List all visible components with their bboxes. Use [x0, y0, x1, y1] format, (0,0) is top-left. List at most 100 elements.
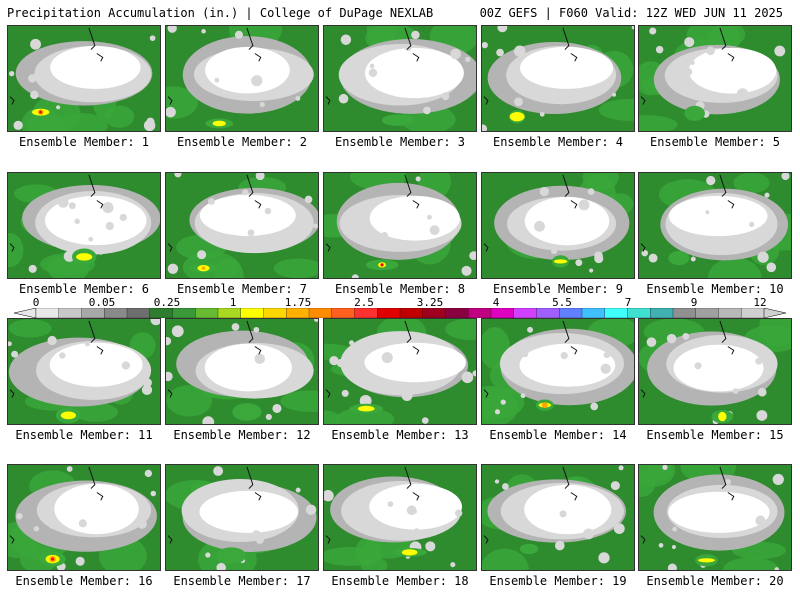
ensemble-member-label: Ensemble Member: 17 [173, 574, 311, 588]
gray-speckle [381, 231, 388, 239]
moderate-precip-area [684, 105, 705, 121]
precip-field [324, 465, 476, 570]
ensemble-member-label: Ensemble Member: 16 [15, 574, 153, 588]
colorbar-segment [581, 308, 606, 318]
lake-outline [412, 346, 420, 355]
ensemble-member-label: Ensemble Member: 14 [489, 428, 627, 442]
dry-area [54, 483, 139, 535]
heavy-precip-area [698, 558, 715, 563]
gray-speckle [47, 335, 57, 346]
ensemble-member-map [323, 172, 477, 279]
gray-speckle [234, 30, 243, 39]
gray-speckle [725, 479, 731, 485]
precip-field [639, 173, 791, 278]
gray-speckle [706, 46, 715, 56]
dry-area [199, 194, 296, 236]
lake-outline [412, 492, 420, 501]
gray-speckle [259, 102, 265, 108]
gray-speckle [174, 173, 182, 178]
ensemble-member-label: Ensemble Member: 11 [15, 428, 153, 442]
gray-speckle [671, 544, 677, 550]
moderate-precip-area [216, 547, 247, 565]
ensemble-member-map [323, 464, 477, 571]
gray-speckle [646, 337, 657, 347]
light-green-precip-area [273, 258, 318, 278]
colorbar-right-arrow [763, 308, 786, 318]
colorbar-tick-label: 9 [690, 296, 698, 309]
border-outline [640, 389, 646, 398]
model-run-valid-time: 00Z GEFS | F060 Valid: 12Z WED JUN 11 20… [479, 6, 783, 20]
gray-speckle [520, 393, 526, 399]
gray-speckle [772, 473, 784, 486]
gray-speckle [329, 355, 339, 366]
ensemble-member-label: Ensemble Member: 6 [18, 282, 150, 296]
precip-field [8, 173, 160, 278]
gray-speckle [539, 111, 545, 117]
gray-speckle [30, 38, 41, 50]
gray-speckle [150, 490, 157, 497]
border-outline [640, 535, 646, 544]
heavy-precip-area [357, 405, 375, 412]
very-heavy-precip-area [541, 402, 548, 409]
gray-speckle [757, 251, 769, 263]
ensemble-member-map [638, 25, 792, 132]
border-outline [483, 389, 489, 398]
ensemble-member-label: Ensemble Member: 13 [331, 428, 469, 442]
gray-speckle [666, 333, 677, 344]
gray-speckle [672, 526, 677, 532]
ensemble-member-label: Ensemble Member: 18 [331, 574, 469, 588]
gray-speckle [450, 48, 461, 60]
coastline-outline [404, 174, 412, 197]
dry-area [199, 490, 298, 533]
precip-field [8, 26, 160, 131]
gray-speckle [757, 387, 767, 397]
gray-speckle [690, 60, 695, 66]
gray-speckle [502, 483, 509, 490]
colorbar-segment [536, 308, 560, 318]
ensemble-member-map [481, 464, 635, 571]
gray-speckle [118, 383, 123, 389]
light-green-precip-area [733, 173, 770, 194]
gray-speckle [264, 207, 272, 215]
border-outline [167, 535, 173, 544]
gray-speckle [167, 263, 179, 274]
lake-outline [727, 492, 735, 501]
gray-speckle [201, 29, 206, 34]
colorbar-segment [741, 308, 765, 318]
gray-speckle [684, 37, 695, 48]
gray-speckle [8, 341, 12, 347]
dry-area [519, 343, 616, 387]
very-heavy-precip-area [201, 266, 206, 270]
gray-speckle [242, 189, 249, 196]
gray-speckle [513, 45, 526, 57]
colorbar-segment [35, 308, 60, 318]
gray-speckle [124, 82, 136, 94]
gray-speckle [429, 225, 440, 236]
border-outline [325, 243, 331, 252]
moderate-precip-area [668, 251, 690, 266]
coastline-outline [88, 174, 96, 197]
gray-speckle [265, 413, 272, 420]
precip-field [166, 26, 318, 131]
colorbar-tick-label: 4 [492, 296, 500, 309]
colorbar-segment [604, 308, 628, 318]
gray-speckle [251, 75, 263, 87]
lake-outline [570, 53, 578, 62]
ensemble-member-label: Ensemble Member: 2 [176, 135, 308, 149]
gray-speckle [74, 218, 80, 225]
ensemble-member-map [165, 464, 319, 571]
precip-field [482, 319, 634, 424]
precip-field [639, 26, 791, 131]
colorbar-segment [263, 308, 287, 318]
border-outline [483, 243, 489, 252]
ensemble-member-map [638, 318, 792, 425]
gray-speckle [494, 409, 501, 415]
precip-field [166, 173, 318, 278]
ensemble-member-label: Ensemble Member: 7 [176, 282, 308, 296]
gray-speckle [56, 105, 61, 110]
colorbar-tick-label: 12 [753, 296, 767, 309]
colorbar-segment [650, 308, 674, 318]
colorbar-segment [195, 308, 219, 318]
lake-outline [254, 200, 262, 209]
dry-area [668, 195, 768, 237]
